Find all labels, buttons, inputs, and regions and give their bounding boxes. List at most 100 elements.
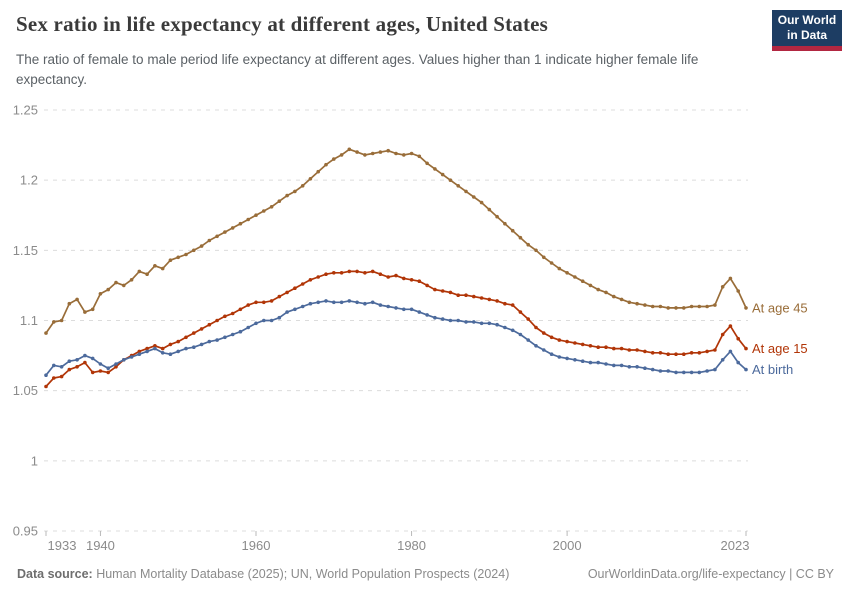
data-point-at-age-15[interactable] xyxy=(316,275,321,279)
data-point-at-age-45[interactable] xyxy=(52,320,56,324)
data-point-at-age-45[interactable] xyxy=(145,272,149,276)
data-point-at-birth[interactable] xyxy=(339,300,344,305)
data-point-at-birth[interactable] xyxy=(355,300,359,305)
data-point-at-age-15[interactable] xyxy=(192,331,196,335)
data-point-at-age-45[interactable] xyxy=(262,209,266,213)
data-point-at-birth[interactable] xyxy=(658,369,663,373)
data-point-at-birth[interactable] xyxy=(495,322,499,327)
data-point-at-age-45[interactable] xyxy=(596,287,600,292)
data-point-at-age-15[interactable] xyxy=(464,293,468,297)
data-point-at-age-15[interactable] xyxy=(635,348,639,352)
data-point-at-age-45[interactable] xyxy=(487,207,492,212)
data-point-at-age-45[interactable] xyxy=(409,151,414,156)
data-point-at-age-45[interactable] xyxy=(503,221,507,226)
data-point-at-birth[interactable] xyxy=(262,318,266,323)
data-point-at-birth[interactable] xyxy=(75,358,79,362)
data-point-at-age-15[interactable] xyxy=(713,348,717,352)
data-point-at-birth[interactable] xyxy=(168,352,173,357)
data-point-at-age-15[interactable] xyxy=(479,296,484,300)
data-point-at-birth[interactable] xyxy=(487,321,492,326)
data-point-at-birth[interactable] xyxy=(363,301,367,306)
data-point-at-age-45[interactable] xyxy=(223,230,227,234)
data-point-at-age-15[interactable] xyxy=(52,376,56,380)
data-point-at-age-45[interactable] xyxy=(464,189,468,194)
data-point-at-age-15[interactable] xyxy=(160,346,165,351)
data-point-at-birth[interactable] xyxy=(137,352,142,357)
data-point-at-age-15[interactable] xyxy=(386,275,391,279)
data-point-at-age-15[interactable] xyxy=(588,344,593,348)
data-point-at-age-15[interactable] xyxy=(495,299,499,303)
data-point-at-age-45[interactable] xyxy=(83,310,87,314)
data-point-at-age-45[interactable] xyxy=(98,292,103,296)
data-point-at-age-15[interactable] xyxy=(168,342,173,347)
data-point-at-age-15[interactable] xyxy=(254,300,258,305)
data-point-at-age-45[interactable] xyxy=(67,301,72,306)
data-point-at-birth[interactable] xyxy=(744,367,748,372)
data-point-at-birth[interactable] xyxy=(52,363,56,368)
credit-link[interactable]: OurWorldinData.org/life-expectancy | CC … xyxy=(587,567,834,581)
data-point-at-age-15[interactable] xyxy=(456,293,461,297)
data-point-at-age-45[interactable] xyxy=(720,285,725,289)
data-point-at-birth[interactable] xyxy=(440,317,445,321)
data-point-at-age-45[interactable] xyxy=(549,261,554,265)
data-point-at-age-45[interactable] xyxy=(433,167,437,171)
data-point-at-age-15[interactable] xyxy=(510,303,515,307)
data-point-at-age-15[interactable] xyxy=(106,370,110,375)
data-point-at-birth[interactable] xyxy=(160,351,165,355)
data-point-at-age-15[interactable] xyxy=(518,310,523,314)
data-point-at-birth[interactable] xyxy=(402,307,406,312)
data-point-at-birth[interactable] xyxy=(370,300,375,305)
data-point-at-birth[interactable] xyxy=(192,345,196,349)
data-point-at-age-45[interactable] xyxy=(495,214,499,219)
data-point-at-age-15[interactable] xyxy=(573,341,577,345)
data-point-at-birth[interactable] xyxy=(479,321,484,326)
data-point-at-age-45[interactable] xyxy=(347,147,352,152)
data-point-at-age-45[interactable] xyxy=(425,161,429,166)
data-point-at-age-15[interactable] xyxy=(246,303,250,307)
data-point-at-age-15[interactable] xyxy=(565,339,569,344)
data-point-at-birth[interactable] xyxy=(378,303,383,307)
data-point-at-age-15[interactable] xyxy=(370,269,375,274)
data-point-at-age-15[interactable] xyxy=(324,272,328,276)
data-point-at-age-15[interactable] xyxy=(658,351,663,355)
data-point-at-birth[interactable] xyxy=(67,359,72,364)
data-point-at-age-15[interactable] xyxy=(580,342,585,347)
data-point-at-birth[interactable] xyxy=(122,358,126,362)
data-point-at-age-45[interactable] xyxy=(293,189,297,194)
data-point-at-birth[interactable] xyxy=(199,342,204,347)
data-point-at-age-15[interactable] xyxy=(650,351,655,355)
data-point-at-age-45[interactable] xyxy=(199,244,204,248)
data-point-at-birth[interactable] xyxy=(145,349,149,354)
series-line-at-age-45[interactable] xyxy=(45,148,747,334)
data-point-at-age-45[interactable] xyxy=(192,248,196,253)
data-point-at-age-15[interactable] xyxy=(293,286,297,290)
data-point-at-age-15[interactable] xyxy=(720,332,725,337)
data-point-at-birth[interactable] xyxy=(184,346,188,351)
data-point-at-birth[interactable] xyxy=(705,369,709,373)
data-point-at-birth[interactable] xyxy=(417,310,422,314)
data-point-at-age-45[interactable] xyxy=(542,255,546,260)
data-point-at-age-45[interactable] xyxy=(534,248,538,253)
data-point-at-age-15[interactable] xyxy=(184,335,188,340)
data-point-at-age-45[interactable] xyxy=(510,228,515,233)
data-point-at-age-45[interactable] xyxy=(402,153,406,157)
data-point-at-age-15[interactable] xyxy=(440,289,445,293)
data-point-at-age-15[interactable] xyxy=(277,294,282,299)
data-point-at-age-45[interactable] xyxy=(658,304,663,309)
data-point-at-age-45[interactable] xyxy=(122,283,126,288)
data-point-at-birth[interactable] xyxy=(332,300,336,305)
data-point-at-birth[interactable] xyxy=(308,301,313,306)
data-point-at-age-45[interactable] xyxy=(588,283,593,288)
data-point-at-age-15[interactable] xyxy=(332,271,336,275)
data-point-at-birth[interactable] xyxy=(596,360,600,365)
data-point-at-birth[interactable] xyxy=(448,318,453,323)
data-point-at-age-15[interactable] xyxy=(137,349,142,354)
data-point-at-birth[interactable] xyxy=(59,365,64,369)
data-point-at-age-45[interactable] xyxy=(448,178,453,182)
data-point-at-birth[interactable] xyxy=(293,307,297,312)
data-point-at-age-15[interactable] xyxy=(612,346,616,351)
data-point-at-birth[interactable] xyxy=(565,356,569,361)
data-point-at-birth[interactable] xyxy=(230,332,235,337)
data-point-at-age-45[interactable] xyxy=(44,331,48,335)
data-point-at-birth[interactable] xyxy=(604,362,608,366)
